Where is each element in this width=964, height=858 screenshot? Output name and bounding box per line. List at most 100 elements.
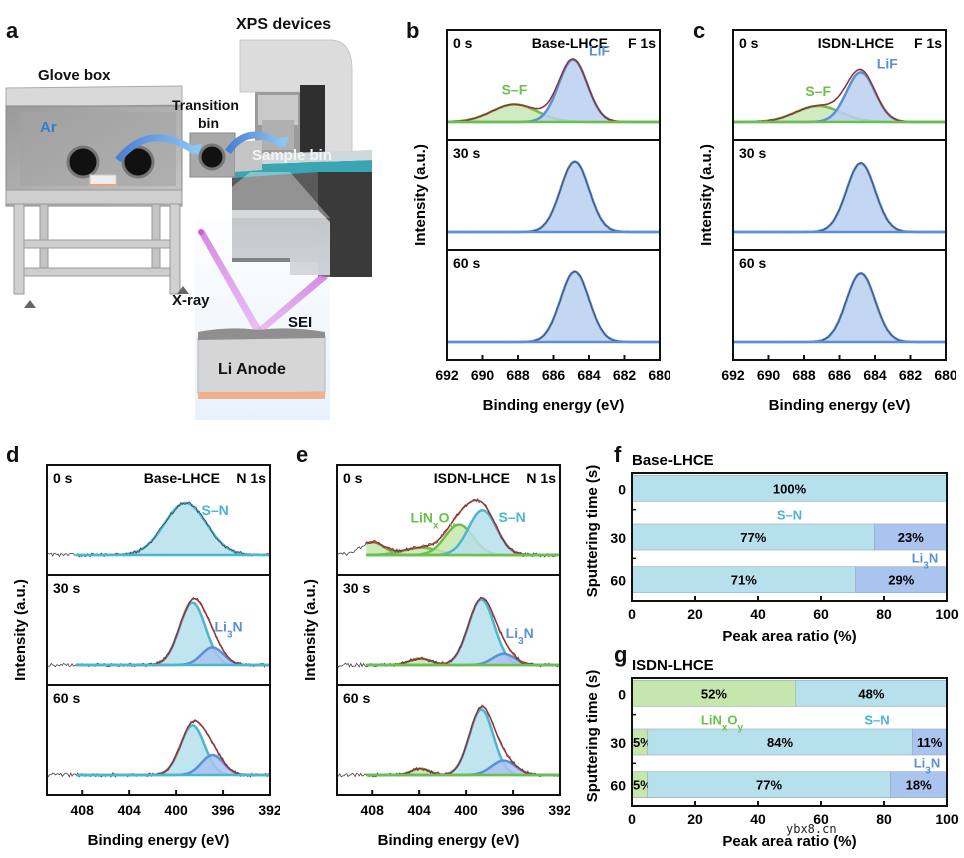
core-level-label: N 1s xyxy=(526,470,556,486)
legend-label-Li3N: Li3N xyxy=(912,550,939,571)
x-tick-label: 392 xyxy=(258,802,280,818)
panel-frame xyxy=(46,684,271,796)
x-tick-label: 686 xyxy=(542,367,566,383)
time-label: 0 s xyxy=(453,35,473,51)
bar-chart-base: Base-LHCE Sputtering time (s) 100% 0 77% 23% 3… xyxy=(584,452,959,645)
bar-value-label: 5% xyxy=(633,735,652,750)
y-axis-label: Sputtering time (s) xyxy=(584,465,601,598)
spectrum-panel-0 xyxy=(46,501,271,558)
peak-fill-LiF xyxy=(447,161,660,232)
bar-segment-S–N xyxy=(647,728,913,756)
plot-frame xyxy=(631,677,948,807)
peak-fill-LiF xyxy=(447,271,660,342)
core-level-label: N 1s xyxy=(236,470,266,486)
bar-segment-S–N xyxy=(795,680,948,707)
bar-segment-LiNxOy xyxy=(631,680,797,707)
peak-fill-S–N xyxy=(366,709,560,775)
spectrum-panel-1 xyxy=(46,597,271,668)
glove-box xyxy=(5,85,262,308)
x-tick-label: 404 xyxy=(117,802,141,818)
peak-label-S–N: S–N xyxy=(499,509,526,525)
xray-label: X-ray xyxy=(172,292,210,309)
time-label: 0 s xyxy=(343,470,363,486)
peak-fill-LiF xyxy=(447,59,660,122)
time-label: 30 s xyxy=(53,580,80,596)
y-tick-label: 30 xyxy=(610,530,626,546)
raw-data-line xyxy=(46,719,271,778)
peak-label-S–F: S–F xyxy=(502,81,528,97)
y-tick-label: 30 xyxy=(610,735,626,751)
glove-box-label: Glove box xyxy=(38,67,111,84)
sample-title: Base-LHCE xyxy=(144,470,220,486)
time-label: 30 s xyxy=(343,580,370,596)
peak-fill-Li3N xyxy=(76,647,270,665)
y-tick-label: 0 xyxy=(618,481,626,497)
time-label: 60 s xyxy=(343,690,370,706)
bar-value-label: 11% xyxy=(917,735,943,750)
bar-segment-S–N xyxy=(647,771,891,798)
raw-data-line xyxy=(336,704,561,778)
legend-label-S–N: S–N xyxy=(777,508,802,523)
peak-fill-LiF xyxy=(733,163,946,232)
x-tick-label: 404 xyxy=(407,802,431,818)
spectrum-panel-1 xyxy=(732,161,947,234)
y-axis-label: Intensity (a.u.) xyxy=(412,144,429,246)
x-tick-label: 60 xyxy=(813,606,829,622)
x-tick-label: 392 xyxy=(548,802,570,818)
peak-fill-LiF xyxy=(733,273,946,342)
photoelectron-beam xyxy=(256,275,328,333)
sei-label: SEI xyxy=(288,314,312,331)
x-tick-label: 682 xyxy=(613,367,637,383)
x-tick-label: 400 xyxy=(454,802,478,818)
y-tick-label: 60 xyxy=(610,778,626,794)
bar-segment-Li3N xyxy=(874,523,948,551)
spectrum-panel-2 xyxy=(46,719,271,778)
x-tick-label: 0 xyxy=(628,606,636,622)
x-tick-label: 690 xyxy=(471,367,495,383)
x-tick-label: 680 xyxy=(934,367,956,383)
bar-value-label: 5% xyxy=(633,778,652,793)
peak-label-LiNxOy: LiNxOy xyxy=(410,510,455,531)
x-tick-label: 686 xyxy=(828,367,852,383)
bar-value-label: 18% xyxy=(906,778,932,793)
bar-segment-Li3N xyxy=(912,728,948,756)
x-tick-label: 692 xyxy=(435,367,459,383)
schematic-diagram: Glove box Ar Transition bin XPS devices … xyxy=(5,16,372,420)
li-anode-block xyxy=(197,328,326,399)
xps-chart-f1s-isdn: Intensity (a.u.) 0 s ISDN-LHCE F 1s S–F LiF 30… xyxy=(698,29,956,414)
x-tick-label: 682 xyxy=(899,367,923,383)
x-tick-label: 40 xyxy=(750,606,766,622)
bar-segment-Li3N xyxy=(889,771,948,798)
x-tick-label: 80 xyxy=(876,606,892,622)
bar-value-label: 77% xyxy=(740,530,766,545)
li-anode-label: Li Anode xyxy=(218,361,286,378)
panel-label-e: e xyxy=(296,442,309,467)
x-tick-label: 396 xyxy=(501,802,525,818)
y-tick-label: 0 xyxy=(618,686,626,702)
x-tick-label: 690 xyxy=(757,367,781,383)
time-label: 30 s xyxy=(453,145,480,161)
core-level-label: F 1s xyxy=(914,35,942,51)
x-axis-label: Peak area ratio (%) xyxy=(722,833,856,850)
bar-value-label: 23% xyxy=(898,530,924,545)
bar-value-label: 48% xyxy=(858,686,884,701)
x-tick-label: 692 xyxy=(721,367,745,383)
x-tick-label: 60 xyxy=(813,811,829,827)
arrow-to-sample-bin-icon xyxy=(225,131,285,155)
peak-label-LiF: LiF xyxy=(589,43,610,59)
peak-fill-S–N xyxy=(76,503,270,555)
bar-value-label: 29% xyxy=(888,573,914,588)
x-tick-label: 688 xyxy=(506,367,530,383)
spectrum-panel-2 xyxy=(336,704,561,778)
spectrum-panel-0 xyxy=(337,497,561,558)
sample-title: ISDN-LHCE xyxy=(818,35,894,51)
y-tick-label: 60 xyxy=(610,573,626,589)
watermark: ybx8.cn xyxy=(786,822,837,836)
time-label: 60 s xyxy=(53,690,80,706)
panel-label-g: g xyxy=(614,642,628,667)
x-tick-label: 684 xyxy=(863,367,887,383)
legend-label-S–N: S–N xyxy=(864,713,889,728)
x-tick-label: 400 xyxy=(164,802,188,818)
sample-title: Base-LHCE xyxy=(532,35,608,51)
x-tick-label: 40 xyxy=(750,811,766,827)
